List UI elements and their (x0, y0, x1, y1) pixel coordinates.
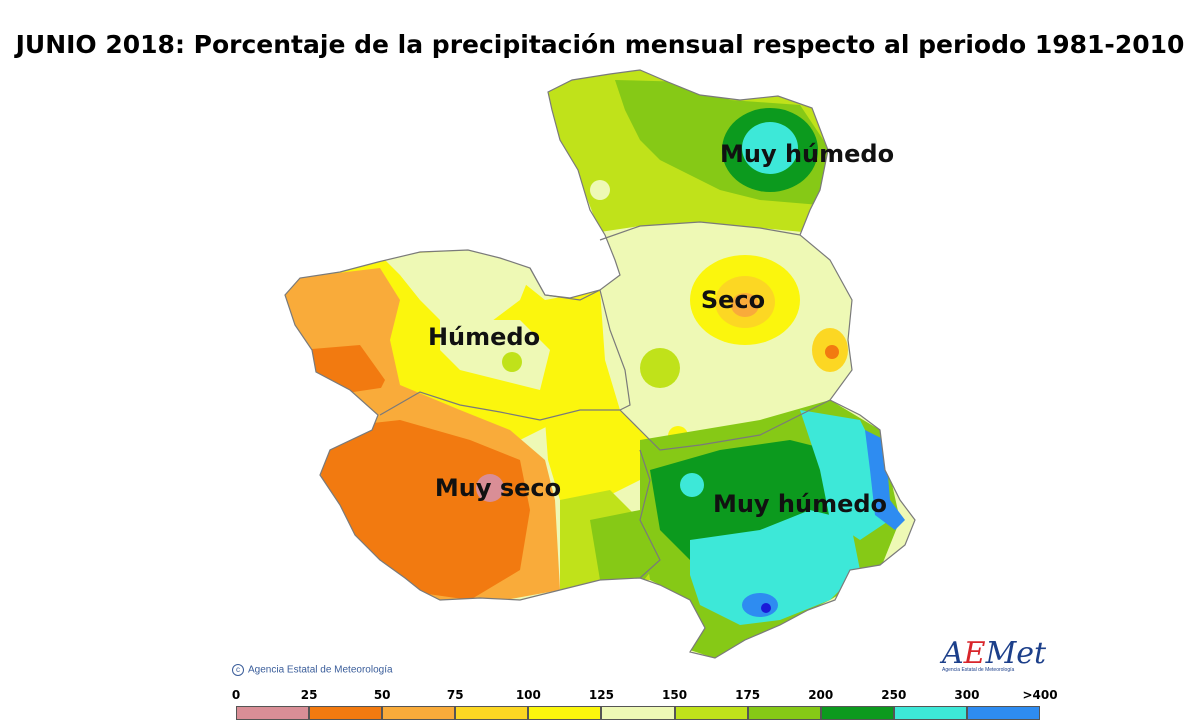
precipitation-field (285, 70, 915, 658)
legend-swatch (236, 706, 310, 720)
label-seco: Seco (701, 286, 765, 314)
aemet-logo-subtitle: Agencia Estatal de Meteorología (942, 667, 1015, 673)
legend-tick-label: 250 (881, 688, 907, 702)
legend-swatch (601, 706, 675, 720)
legend-swatch (528, 706, 602, 720)
legend-tick-label: 125 (588, 688, 614, 702)
legend-swatch (455, 706, 529, 720)
label-muy-humedo-southeast: Muy húmedo (713, 490, 887, 518)
legend-swatch (893, 706, 967, 720)
legend-swatch (820, 706, 894, 720)
legend-tick-label: 300 (954, 688, 980, 702)
legend-swatch (674, 706, 748, 720)
legend-tick-label: 200 (808, 688, 834, 702)
legend-swatch (747, 706, 821, 720)
credit-label: Agencia Estatal de Meteorología (248, 664, 393, 676)
legend-tick-label: 0 (231, 688, 241, 702)
legend-tick-label: >400 (1022, 688, 1058, 702)
legend-tick-label: 75 (446, 688, 464, 702)
legend-swatch (309, 706, 383, 720)
map-title: JUNIO 2018: Porcentaje de la precipitaci… (15, 30, 1185, 59)
label-muy-humedo-north: Muy húmedo (720, 140, 894, 168)
legend-tick-label: 25 (300, 688, 318, 702)
legend-tick-label: 50 (373, 688, 391, 702)
credit-text: c Agencia Estatal de Meteorología (232, 664, 393, 676)
label-muy-seco: Muy seco (435, 474, 561, 502)
aemet-logo-mark: AEMet (942, 636, 1047, 671)
legend-tick-label: 175 (735, 688, 761, 702)
label-humedo: Húmedo (428, 323, 540, 351)
legend-swatch (382, 706, 456, 720)
legend-tick-label: 150 (662, 688, 688, 702)
aemet-logo: AEMet Agencia Estatal de Meteorología (942, 636, 1046, 682)
copyright-icon: c (232, 664, 244, 676)
legend-swatch (966, 706, 1040, 720)
color-legend: 0 25 50 75 100 125 150 175 200 250 300 >400 (0, 688, 1200, 724)
legend-tick-label: 100 (515, 688, 541, 702)
province-borders (284, 69, 916, 659)
